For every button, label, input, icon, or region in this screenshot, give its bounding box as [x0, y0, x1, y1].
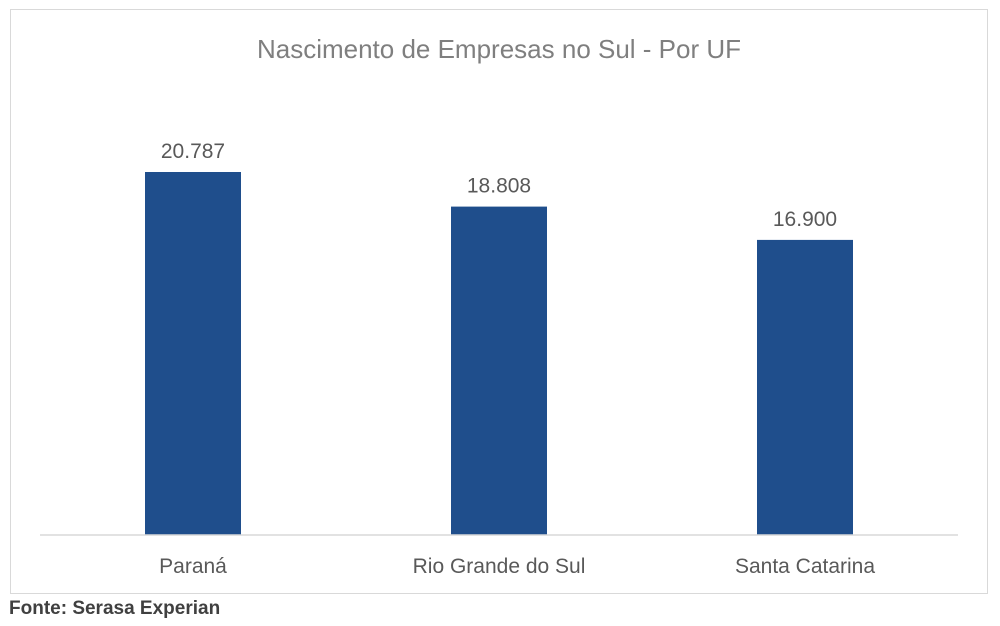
- chart-title: Nascimento de Empresas no Sul - Por UF: [257, 34, 741, 64]
- x-tick-label-0: Paraná: [159, 555, 227, 578]
- data-label-1: 18.808: [467, 175, 531, 198]
- source-note: Fonte: Serasa Experian: [9, 598, 221, 619]
- bar-2: [757, 239, 853, 535]
- x-tick-label-1: Rio Grande do Sul: [413, 555, 586, 578]
- bars-layer: 20.787 Paraná 18.808 Rio Grande do Sul 16.90…: [145, 140, 875, 578]
- x-tick-label-2: Santa Catarina: [735, 555, 875, 578]
- bar-1: [451, 206, 547, 535]
- bar-0: [145, 172, 241, 535]
- data-label-0: 20.787: [161, 140, 225, 163]
- data-label-2: 16.900: [773, 208, 837, 231]
